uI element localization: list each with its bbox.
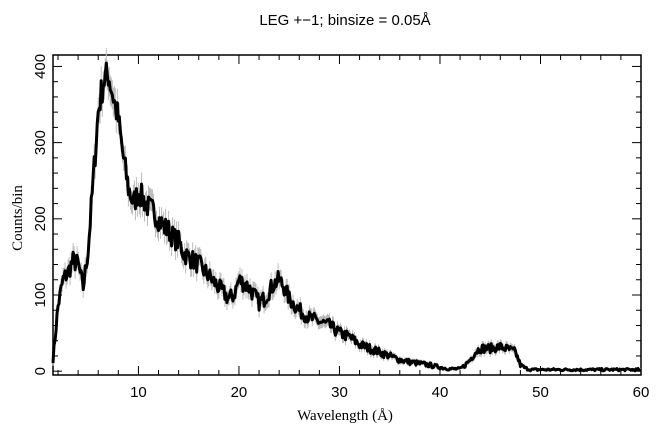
y-tick-label: 200 <box>32 206 49 231</box>
y-tick-label: 300 <box>32 130 49 155</box>
error-band <box>52 48 641 372</box>
axis-ticks <box>53 55 642 375</box>
y-tick-label: 0 <box>32 367 49 375</box>
y-tick-label: 100 <box>32 282 49 307</box>
plot-frame <box>52 54 642 376</box>
x-axis-label: Wavelength (Å) <box>297 408 393 424</box>
series-line <box>51 61 642 373</box>
x-tick-label: 30 <box>331 384 348 401</box>
chart-title: LEG +−1; binsize = 0.05Å <box>259 12 430 29</box>
x-tick-label: 10 <box>130 384 147 401</box>
tick-labels: 10 20 30 40 50 60 0 100 200 300 400 <box>32 54 649 401</box>
x-tick-label: 50 <box>532 384 549 401</box>
y-tick-label: 400 <box>32 54 49 79</box>
x-tick-label: 20 <box>231 384 248 401</box>
x-tick-label: 40 <box>432 384 449 401</box>
plot-area-border <box>52 54 642 376</box>
y-axis-label: Counts/bin <box>10 185 26 251</box>
x-tick-label: 60 <box>633 384 650 401</box>
